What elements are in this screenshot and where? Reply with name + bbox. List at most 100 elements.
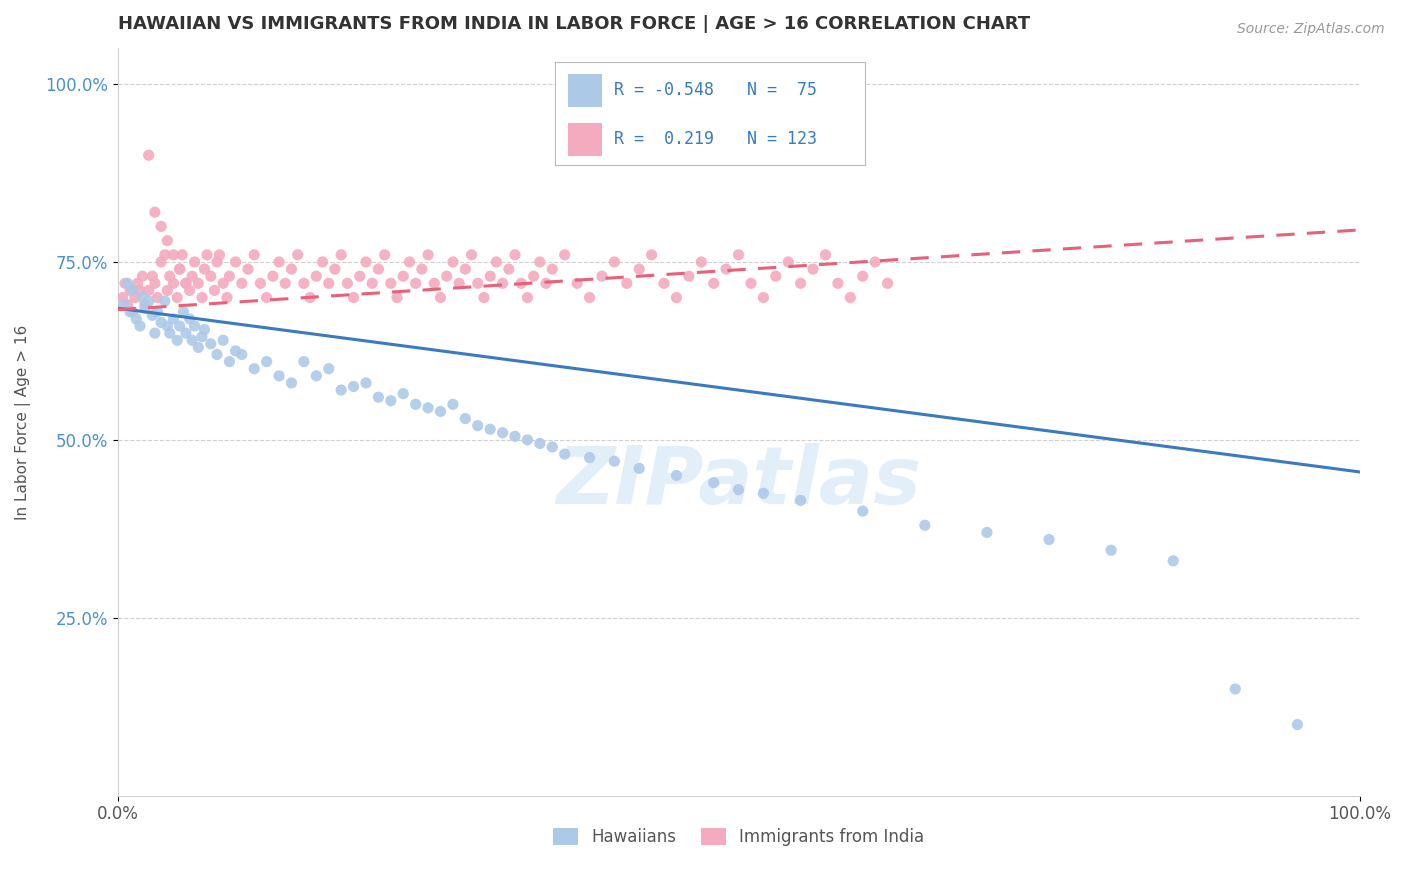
Text: N =  75: N = 75 <box>747 81 817 99</box>
Point <box>311 255 333 269</box>
Point <box>287 248 309 262</box>
Point <box>118 284 141 298</box>
Point <box>354 376 377 390</box>
Point <box>150 255 173 269</box>
Point <box>292 277 315 291</box>
Point <box>274 277 297 291</box>
Point <box>491 277 513 291</box>
Point <box>117 277 139 291</box>
Point <box>191 291 214 305</box>
FancyBboxPatch shape <box>568 74 602 106</box>
Point <box>405 397 427 411</box>
Point <box>200 336 222 351</box>
Point <box>215 291 238 305</box>
Point <box>472 291 495 305</box>
Text: N = 123: N = 123 <box>747 130 817 148</box>
Point <box>156 318 179 333</box>
Point <box>225 343 247 358</box>
Point <box>169 262 191 277</box>
Point <box>112 298 135 312</box>
Point <box>441 397 464 411</box>
Point <box>485 255 508 269</box>
Point <box>262 269 284 284</box>
Point <box>976 525 998 540</box>
Point <box>516 291 538 305</box>
Point <box>162 277 184 291</box>
Point <box>336 277 359 291</box>
Point <box>628 461 651 475</box>
Point <box>392 269 415 284</box>
Point <box>174 326 197 340</box>
Point <box>305 368 328 383</box>
Point <box>330 248 353 262</box>
Point <box>193 262 215 277</box>
Point <box>367 390 389 404</box>
Y-axis label: In Labor Force | Age > 16: In Labor Force | Age > 16 <box>15 325 31 520</box>
Point <box>150 219 173 234</box>
Point <box>179 284 201 298</box>
Point <box>392 386 415 401</box>
Text: Source: ZipAtlas.com: Source: ZipAtlas.com <box>1237 22 1385 37</box>
Point <box>416 248 439 262</box>
Point <box>162 312 184 326</box>
Point <box>740 277 762 291</box>
Text: R = -0.548: R = -0.548 <box>614 81 714 99</box>
Point <box>449 277 471 291</box>
Point <box>839 291 862 305</box>
Point <box>503 248 526 262</box>
Text: HAWAIIAN VS IMMIGRANTS FROM INDIA IN LABOR FORCE | AGE > 16 CORRELATION CHART: HAWAIIAN VS IMMIGRANTS FROM INDIA IN LAB… <box>118 15 1029 33</box>
Point <box>174 277 197 291</box>
Point <box>129 284 152 298</box>
Point <box>441 255 464 269</box>
Point <box>678 269 700 284</box>
Point <box>183 255 205 269</box>
Point <box>405 277 427 291</box>
Point <box>156 284 179 298</box>
Point <box>305 269 328 284</box>
Point <box>156 234 179 248</box>
Point <box>256 354 278 368</box>
Point <box>121 305 143 319</box>
Point <box>727 248 749 262</box>
Point <box>169 262 191 277</box>
Point <box>243 361 266 376</box>
Point <box>166 291 188 305</box>
Point <box>578 291 600 305</box>
Point <box>193 322 215 336</box>
Point <box>111 291 134 305</box>
Point <box>159 269 181 284</box>
Point <box>200 269 222 284</box>
Point <box>454 262 477 277</box>
Point <box>554 248 576 262</box>
Point <box>436 269 458 284</box>
Point <box>138 148 160 162</box>
Point <box>146 305 169 319</box>
Point <box>143 326 166 340</box>
Point <box>541 440 564 454</box>
Point <box>205 347 228 361</box>
Point <box>169 318 191 333</box>
Point <box>1225 681 1247 696</box>
Point <box>801 262 824 277</box>
Point <box>652 277 675 291</box>
Point <box>172 248 194 262</box>
Point <box>191 329 214 343</box>
Point <box>398 255 420 269</box>
Point <box>752 486 775 500</box>
Point <box>342 291 364 305</box>
Point <box>153 248 176 262</box>
Point <box>852 269 875 284</box>
Point <box>454 411 477 425</box>
Point <box>150 316 173 330</box>
Point <box>429 291 451 305</box>
Point <box>124 291 146 305</box>
Point <box>541 262 564 277</box>
Point <box>385 291 408 305</box>
Point <box>510 277 533 291</box>
Point <box>628 262 651 277</box>
Point <box>243 248 266 262</box>
Point <box>141 269 163 284</box>
Point <box>134 301 156 316</box>
Point <box>460 248 482 262</box>
Point <box>354 255 377 269</box>
